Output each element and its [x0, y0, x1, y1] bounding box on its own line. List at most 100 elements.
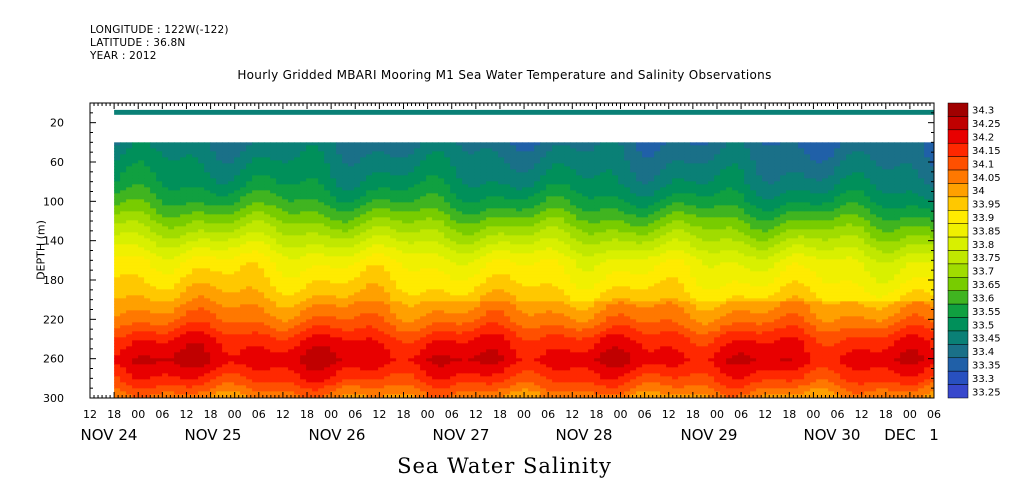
salinity-cell — [114, 373, 121, 377]
salinity-cell — [240, 184, 247, 188]
salinity-cell — [210, 334, 217, 338]
salinity-cell — [306, 178, 313, 182]
salinity-cell — [354, 274, 361, 278]
salinity-cell — [222, 217, 229, 221]
salinity-cell — [156, 304, 163, 308]
salinity-cell — [246, 145, 253, 149]
salinity-cell — [120, 268, 127, 272]
salinity-cell — [258, 208, 265, 212]
salinity-cell — [396, 148, 403, 152]
salinity-cell — [162, 220, 169, 224]
salinity-cell — [132, 346, 139, 350]
salinity-cell — [360, 178, 367, 182]
salinity-cell — [132, 181, 139, 185]
salinity-cell — [354, 334, 361, 338]
salinity-cell — [348, 271, 355, 275]
salinity-cell — [144, 367, 151, 371]
salinity-cell — [150, 283, 157, 287]
salinity-cell — [264, 145, 271, 149]
salinity-cell — [222, 286, 229, 290]
salinity-cell — [348, 388, 355, 392]
salinity-cell — [246, 238, 253, 242]
salinity-cell — [138, 376, 145, 380]
salinity-cell — [144, 265, 151, 269]
salinity-cell — [120, 352, 127, 356]
salinity-cell — [234, 388, 241, 392]
salinity-cell — [456, 160, 463, 164]
salinity-cell — [180, 241, 187, 245]
salinity-cell — [348, 346, 355, 350]
salinity-cell — [300, 304, 307, 308]
salinity-cell — [120, 172, 127, 176]
salinity-cell — [282, 244, 289, 248]
salinity-cell — [402, 367, 409, 371]
salinity-cell — [210, 256, 217, 260]
salinity-cell — [312, 235, 319, 239]
salinity-cell — [360, 262, 367, 266]
salinity-cell — [288, 187, 295, 191]
salinity-cell — [114, 355, 121, 359]
salinity-cell — [210, 166, 217, 170]
salinity-cell — [312, 391, 319, 395]
salinity-cell — [372, 298, 379, 302]
salinity-cell — [174, 277, 181, 281]
salinity-cell — [162, 169, 169, 173]
salinity-cell — [348, 235, 355, 239]
salinity-cell — [192, 226, 199, 230]
salinity-cell — [216, 259, 223, 263]
salinity-cell — [438, 241, 445, 245]
salinity-cell — [342, 181, 349, 185]
salinity-cell — [366, 274, 373, 278]
salinity-cell — [444, 331, 451, 335]
salinity-cell — [330, 280, 337, 284]
salinity-cell — [132, 313, 139, 317]
salinity-cell — [456, 157, 463, 161]
salinity-cell — [432, 310, 439, 314]
salinity-cell — [444, 208, 451, 212]
salinity-cell — [270, 235, 277, 239]
salinity-cell — [132, 274, 139, 278]
salinity-cell — [198, 352, 205, 356]
salinity-cell — [192, 205, 199, 209]
salinity-cell — [240, 316, 247, 320]
salinity-cell — [354, 250, 361, 254]
salinity-cell — [168, 379, 175, 383]
salinity-cell — [282, 373, 289, 377]
salinity-cell — [318, 328, 325, 332]
salinity-cell — [126, 217, 133, 221]
salinity-cell — [144, 220, 151, 224]
salinity-cell — [354, 220, 361, 224]
salinity-cell — [138, 385, 145, 389]
salinity-cell — [432, 307, 439, 311]
salinity-cell — [306, 202, 313, 206]
salinity-cell — [186, 226, 193, 230]
salinity-cell — [198, 292, 205, 296]
salinity-cell — [366, 331, 373, 335]
salinity-cell — [180, 142, 187, 146]
salinity-cell — [210, 322, 217, 326]
salinity-cell — [144, 385, 151, 389]
salinity-cell — [282, 241, 289, 245]
salinity-cell — [318, 325, 325, 329]
salinity-cell — [324, 163, 331, 167]
salinity-cell — [222, 361, 229, 365]
salinity-cell — [288, 358, 295, 362]
salinity-cell — [162, 151, 169, 155]
salinity-cell — [366, 202, 373, 206]
salinity-cell — [174, 322, 181, 326]
salinity-cell — [348, 220, 355, 224]
salinity-cell — [378, 265, 385, 269]
salinity-cell — [444, 349, 451, 353]
salinity-cell — [234, 238, 241, 242]
salinity-cell — [402, 265, 409, 269]
salinity-cell — [408, 337, 415, 341]
salinity-cell — [144, 256, 151, 260]
salinity-cell — [114, 217, 121, 221]
salinity-cell — [360, 289, 367, 293]
salinity-cell — [228, 343, 235, 347]
salinity-cell — [396, 250, 403, 254]
salinity-cell — [438, 187, 445, 191]
salinity-cell — [336, 280, 343, 284]
salinity-cell — [384, 163, 391, 167]
salinity-cell — [342, 256, 349, 260]
